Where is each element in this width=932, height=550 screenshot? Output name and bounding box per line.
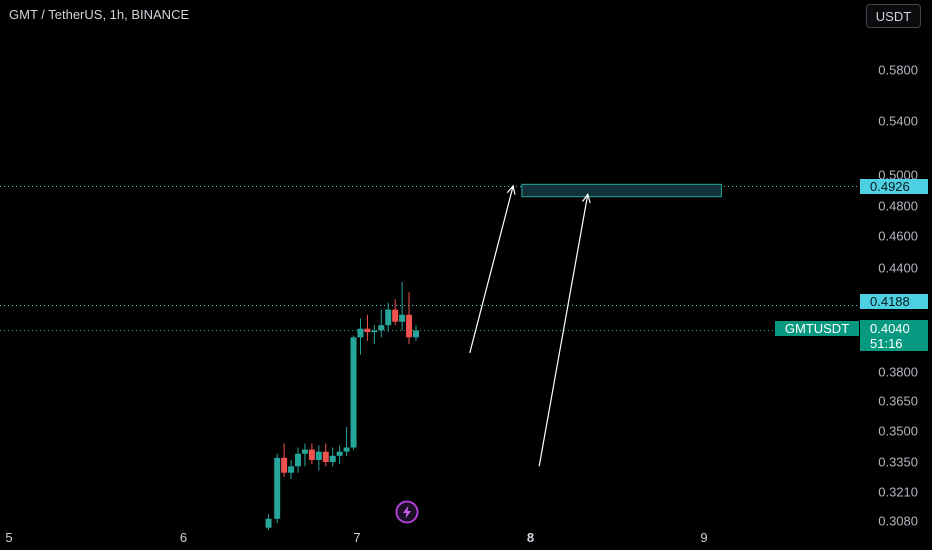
candle [357, 318, 364, 355]
arrows-layer [469, 184, 591, 467]
candle-body [392, 309, 399, 322]
candle-body [406, 314, 413, 338]
candle-body [308, 449, 315, 460]
price-tick-label: 0.4600 [878, 229, 918, 244]
candle-body [350, 337, 357, 448]
candle [350, 335, 357, 450]
candle-body [281, 457, 288, 473]
time-tick-label: 9 [700, 530, 707, 545]
bar-countdown: 51:16 [870, 336, 903, 351]
candle-body [399, 314, 406, 322]
candle [322, 443, 329, 467]
candle [406, 292, 413, 345]
time-tick-label: 6 [180, 530, 187, 545]
candle [265, 514, 272, 530]
price-tick-label: 0.4800 [878, 199, 918, 214]
candle-body [412, 330, 419, 338]
candle [301, 443, 308, 467]
annotation-arrow-0 [469, 184, 516, 354]
time-tick-label: 5 [5, 530, 12, 545]
time-axis: 5 6 7 8 9 [5, 530, 707, 545]
candle-body [322, 451, 329, 462]
candles-layer [265, 281, 419, 530]
candle [315, 445, 322, 471]
candle-body [329, 455, 336, 462]
candle [364, 314, 371, 341]
candle [412, 325, 419, 341]
candle [336, 445, 343, 465]
candle-body [364, 328, 371, 333]
target-zone-layer [521, 183, 722, 198]
candle [295, 447, 302, 473]
price-tick-label: 0.4400 [878, 261, 918, 276]
price-tick-label: 0.5400 [878, 114, 918, 129]
currency-button[interactable]: USDT [866, 4, 921, 28]
time-tick-label: 8 [527, 530, 534, 545]
candle [392, 299, 399, 326]
horizontal-lines [0, 186, 858, 331]
lightning-bolt-icon[interactable] [395, 500, 419, 524]
arrow-shaft [538, 194, 589, 467]
candle-body [357, 328, 364, 338]
candle-body [265, 518, 272, 528]
candle [371, 325, 378, 345]
candle-body [274, 457, 281, 519]
candle [378, 309, 385, 338]
candle [343, 427, 350, 456]
candle-body [336, 451, 343, 456]
candle [329, 447, 336, 467]
candle [308, 443, 315, 465]
candle-body [378, 325, 385, 331]
resistance-level-tag: 0.4188 [860, 294, 928, 309]
price-tick-label: 0.3800 [878, 365, 918, 380]
price-tick-label: 0.3210 [878, 485, 918, 500]
target-zone [521, 183, 722, 198]
arrow-head [581, 193, 591, 204]
candle-body [343, 447, 350, 452]
candle-body [371, 330, 378, 333]
candle-body [385, 309, 392, 326]
candle [281, 443, 288, 477]
candle-body [301, 449, 308, 454]
candle [274, 453, 281, 524]
arrow-shaft [469, 185, 514, 354]
price-axis: 0.5800 0.5400 0.5000 0.4800 0.4600 0.4400 0.38… [878, 63, 918, 529]
candle-body [288, 466, 295, 473]
price-tick-label: 0.3080 [878, 514, 918, 529]
chart-title: GMT / TetherUS, 1h, BINANCE [9, 7, 190, 22]
time-tick-label: 7 [353, 530, 360, 545]
last-price: 0.4040 [870, 321, 910, 336]
price-tick-label: 0.5800 [878, 63, 918, 78]
candle-body [295, 453, 302, 467]
candle [385, 302, 392, 333]
price-tick-label: 0.3650 [878, 394, 918, 409]
candle [288, 459, 295, 480]
candle-body [315, 451, 322, 460]
price-tick-label: 0.5000 [878, 168, 918, 183]
price-tick-label: 0.3350 [878, 455, 918, 470]
last-price-tag: 0.4040 51:16 [860, 320, 928, 351]
price-tick-label: 0.3500 [878, 424, 918, 439]
symbol-tag: GMTUSDT [775, 321, 859, 336]
arrow-head [506, 184, 516, 195]
candle [399, 281, 406, 331]
target-level-tag: 0.4926 [860, 179, 928, 194]
annotation-arrow-1 [538, 193, 591, 467]
